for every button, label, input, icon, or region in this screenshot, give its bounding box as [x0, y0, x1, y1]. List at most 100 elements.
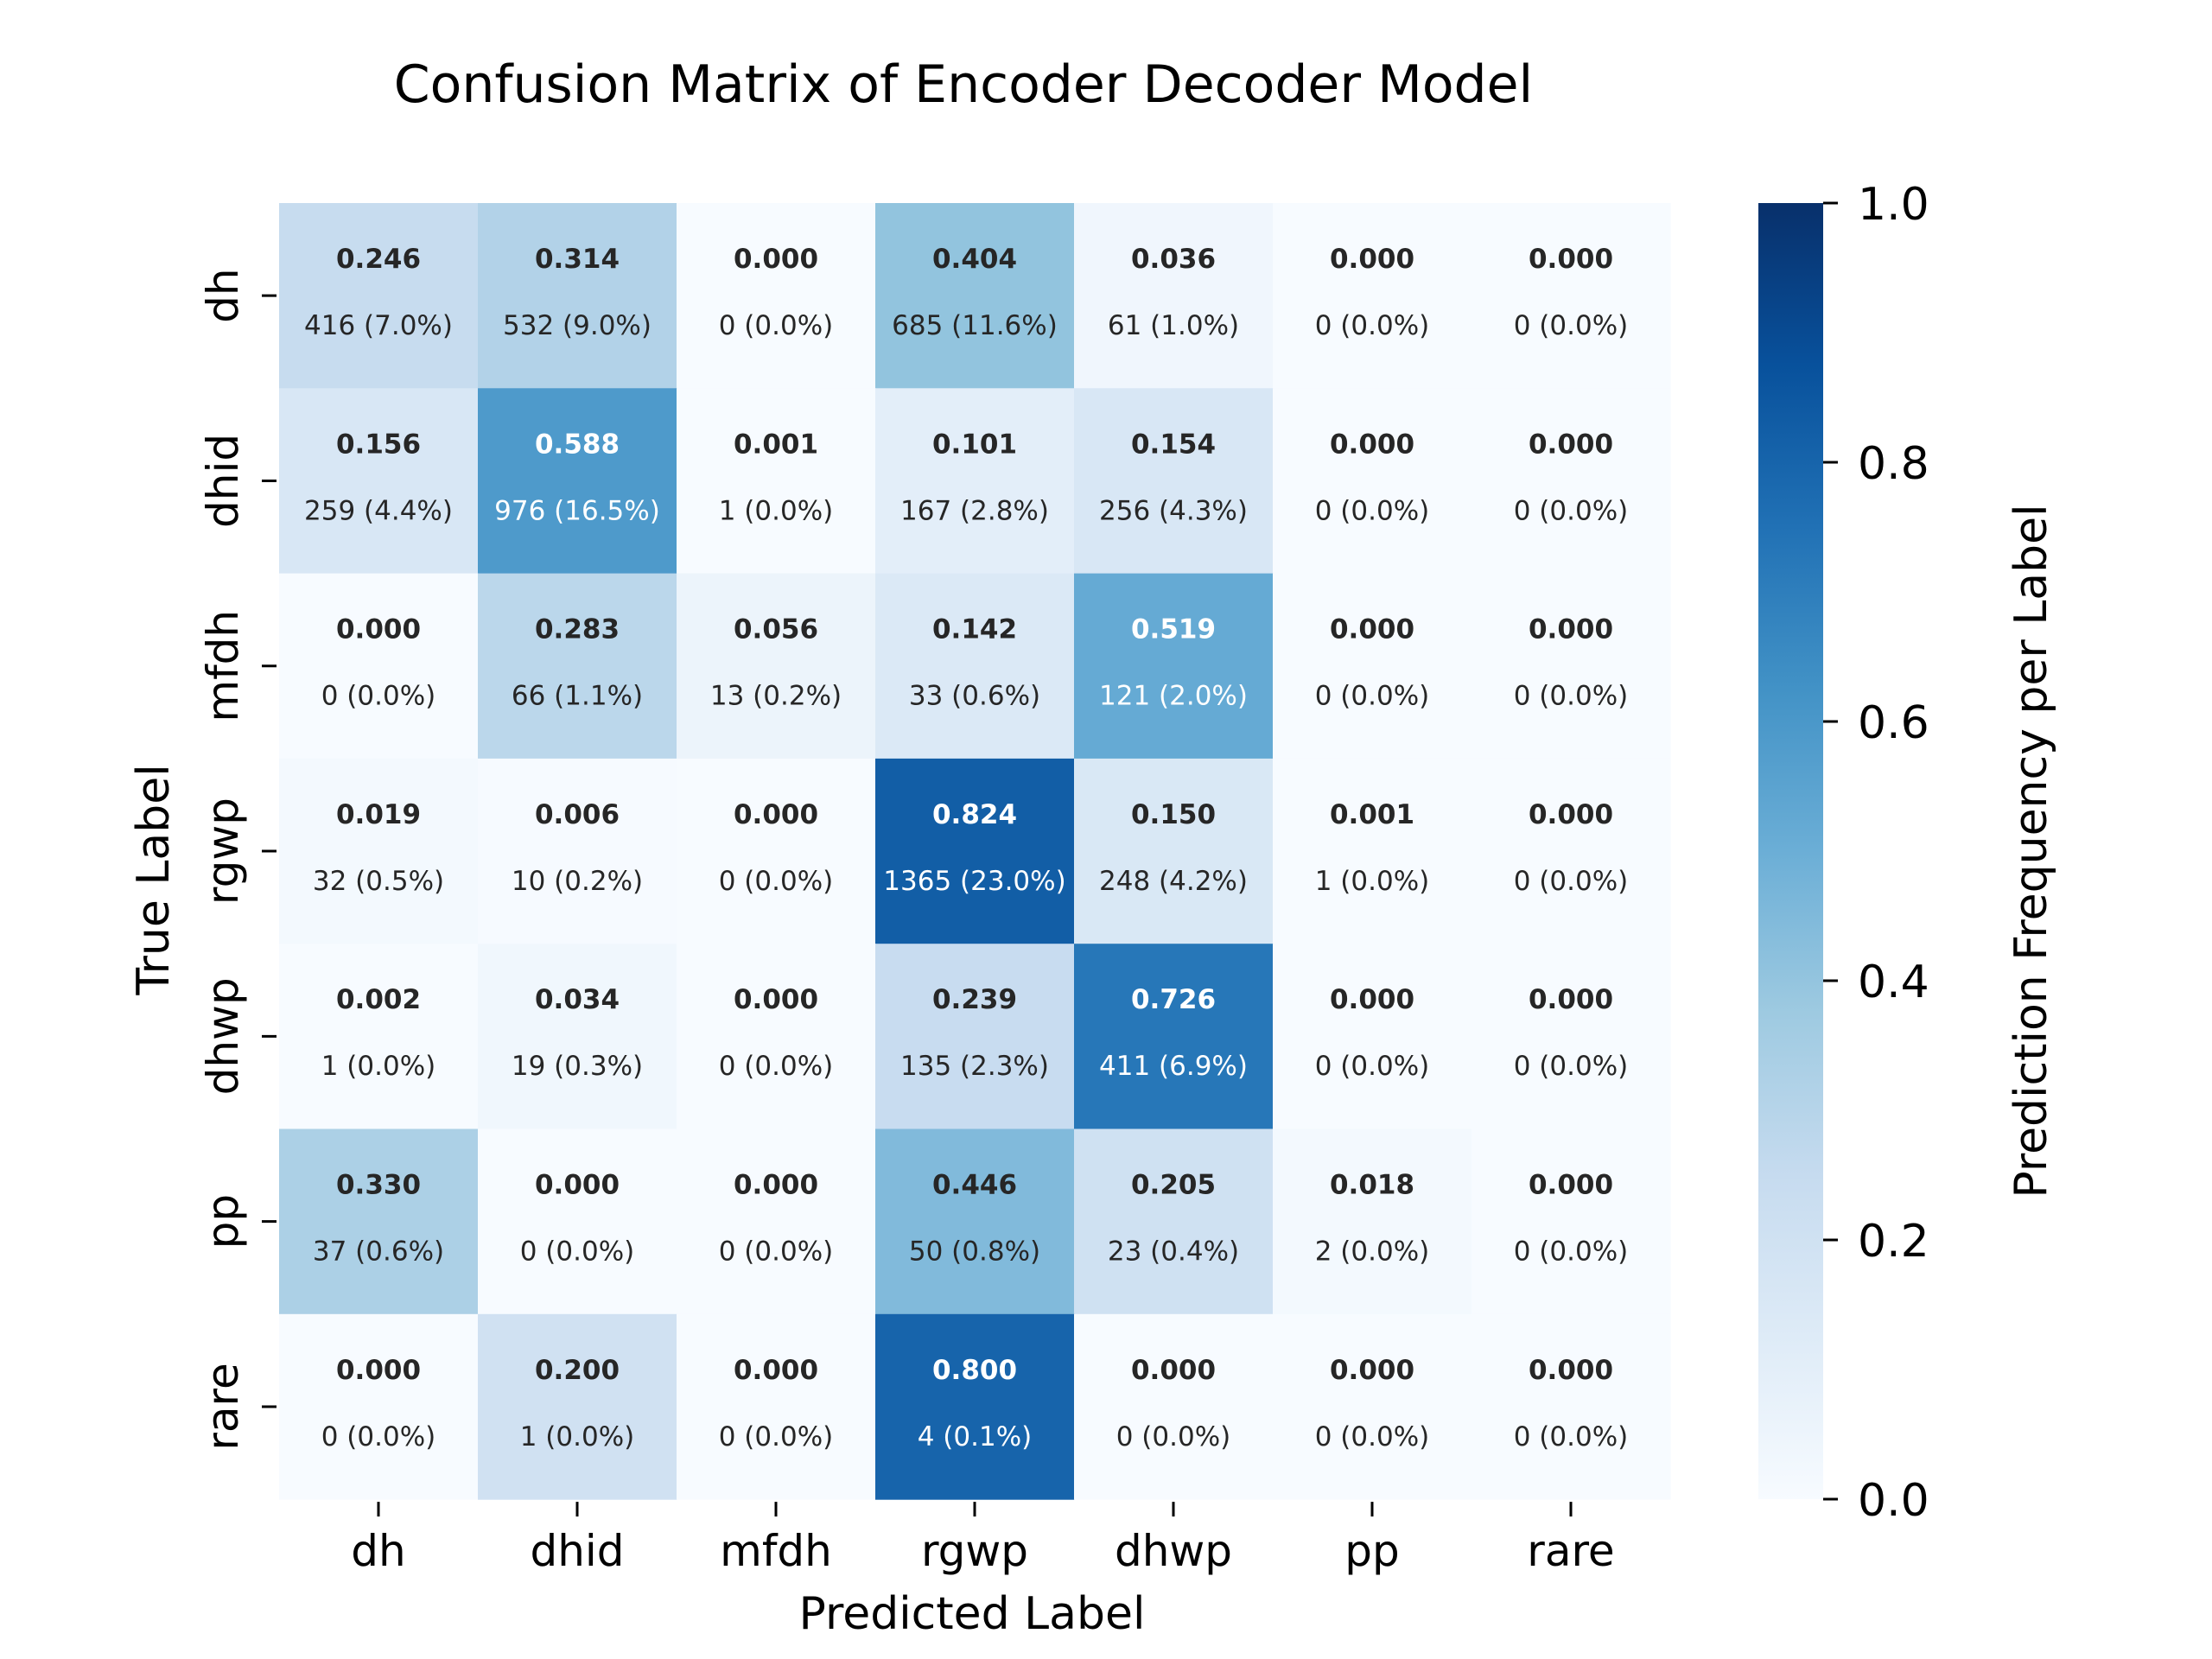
- cell-value-label: 0.000: [734, 799, 818, 830]
- cell-value-label: 0.000: [336, 1355, 421, 1386]
- cell-count-label: 0 (0.0%): [1315, 1421, 1430, 1452]
- heatmap-cell: [478, 1313, 677, 1500]
- heatmap-cell: [478, 388, 677, 575]
- heatmap-cell: [1074, 388, 1274, 575]
- colorbar-ticks: 0.0 0.2 0.4 0.6 0.8 1.0: [1823, 179, 1929, 1527]
- cell-count-label: 135 (2.3%): [900, 1051, 1049, 1082]
- cell-count-label: 61 (1.0%): [1108, 310, 1239, 341]
- heatmap-cell: [1074, 944, 1274, 1130]
- y-tick-label: dhid: [198, 434, 248, 528]
- cell-count-label: 248 (4.2%): [1099, 866, 1248, 897]
- heatmap-cell: [875, 573, 1075, 760]
- cell-value-label: 0.283: [535, 614, 620, 645]
- cell-value-label: 0.000: [1330, 429, 1414, 460]
- heatmap-cell: [279, 388, 479, 575]
- heatmap-cell: [875, 1313, 1075, 1500]
- heatmap-cell: [478, 944, 677, 1130]
- x-tick-label: rare: [1527, 1526, 1614, 1576]
- cell-count-label: 0 (0.0%): [719, 310, 834, 341]
- cell-count-label: 1 (0.0%): [321, 1051, 436, 1082]
- cell-value-label: 0.018: [1330, 1170, 1414, 1201]
- cell-value-label: 0.006: [535, 799, 620, 830]
- cell-value-label: 0.000: [336, 614, 421, 645]
- cell-value-label: 0.404: [932, 244, 1017, 275]
- cell-value-label: 0.446: [932, 1170, 1017, 1201]
- heatmap-cell: [1471, 944, 1671, 1130]
- heatmap-cell: [279, 203, 479, 389]
- cell-count-label: 685 (11.6%): [892, 310, 1058, 341]
- x-tick-label: dh: [351, 1526, 405, 1576]
- cell-value-label: 0.001: [1330, 799, 1414, 830]
- cell-value-label: 0.726: [1131, 984, 1216, 1015]
- heatmap-cell: [1471, 388, 1671, 575]
- x-tick-label: rgwp: [921, 1526, 1028, 1576]
- cell-count-label: 1365 (23.0%): [883, 866, 1065, 897]
- cell-value-label: 0.154: [1131, 429, 1216, 460]
- heatmap-cell: [875, 1128, 1075, 1315]
- y-axis-ticks: dh dhid mfdh rgwp dhwp pp rare: [198, 268, 276, 1451]
- cell-count-label: 2 (0.0%): [1315, 1236, 1430, 1268]
- cell-count-label: 0 (0.0%): [1514, 495, 1629, 526]
- cell-count-label: 0 (0.0%): [1514, 681, 1629, 712]
- cell-value-label: 0.000: [1131, 1355, 1216, 1386]
- heatmap-cell: [1471, 758, 1671, 944]
- cell-count-label: 66 (1.1%): [512, 681, 643, 712]
- cell-value-label: 0.002: [336, 984, 421, 1015]
- cell-count-label: 411 (6.9%): [1099, 1051, 1248, 1082]
- y-tick-label: dh: [198, 268, 248, 322]
- cell-count-label: 37 (0.6%): [313, 1236, 444, 1268]
- cell-value-label: 0.034: [535, 984, 620, 1015]
- cell-count-label: 0 (0.0%): [719, 1421, 834, 1452]
- heatmap-cell: [1273, 388, 1472, 575]
- cell-count-label: 0 (0.0%): [719, 866, 834, 897]
- cell-value-label: 0.001: [734, 429, 818, 460]
- colorbar-tick-label: 1.0: [1858, 179, 1929, 231]
- heatmap-cell: [1471, 1313, 1671, 1500]
- heatmap-cell: [1273, 573, 1472, 760]
- cell-count-label: 1 (0.0%): [520, 1421, 635, 1452]
- y-tick-label: rare: [198, 1363, 248, 1450]
- heatmap-cell: [677, 573, 876, 760]
- heatmap-cell: [875, 388, 1075, 575]
- heatmap-cells: 0.246 416 (7.0%) 0.314 532 (9.0%) 0.000 0 (0.…: [279, 203, 1671, 1500]
- cell-value-label: 0.205: [1131, 1170, 1216, 1201]
- cell-count-label: 0 (0.0%): [1514, 1051, 1629, 1082]
- heatmap-cell: [677, 1128, 876, 1315]
- cell-value-label: 0.239: [932, 984, 1017, 1015]
- cell-value-label: 0.824: [932, 799, 1017, 830]
- cell-count-label: 167 (2.8%): [900, 495, 1049, 526]
- heatmap-cell: [1273, 203, 1472, 389]
- cell-count-label: 23 (0.4%): [1108, 1236, 1239, 1268]
- heatmap-cell: [279, 758, 479, 944]
- cell-count-label: 33 (0.6%): [909, 681, 1040, 712]
- heatmap-cell: [478, 573, 677, 760]
- cell-value-label: 0.000: [535, 1170, 620, 1201]
- y-tick-label: pp: [198, 1194, 248, 1249]
- heatmap-cell: [279, 1128, 479, 1315]
- cell-count-label: 4 (0.1%): [918, 1421, 1033, 1452]
- heatmap-cell: [279, 1313, 479, 1500]
- cell-value-label: 0.200: [535, 1355, 620, 1386]
- colorbar-title: Prediction Frequency per Label: [2005, 504, 2057, 1198]
- cell-count-label: 19 (0.3%): [512, 1051, 643, 1082]
- cell-count-label: 0 (0.0%): [1514, 1236, 1629, 1268]
- heatmap-cell: [478, 203, 677, 389]
- colorbar-tick-label: 0.2: [1858, 1216, 1929, 1268]
- heatmap-cell: [875, 203, 1075, 389]
- cell-value-label: 0.036: [1131, 244, 1216, 275]
- cell-value-label: 0.000: [734, 244, 818, 275]
- cell-value-label: 0.000: [1330, 244, 1414, 275]
- cell-value-label: 0.156: [336, 429, 421, 460]
- cell-value-label: 0.000: [734, 1355, 818, 1386]
- cell-count-label: 0 (0.0%): [1514, 866, 1629, 897]
- cell-value-label: 0.246: [336, 244, 421, 275]
- heatmap-cell: [1273, 758, 1472, 944]
- cell-count-label: 32 (0.5%): [313, 866, 444, 897]
- cell-count-label: 532 (9.0%): [503, 310, 652, 341]
- x-axis-ticks: dh dhid mfdh rgwp dhwp pp rare: [351, 1502, 1615, 1576]
- heatmap-cell: [677, 758, 876, 944]
- y-tick-label: mfdh: [198, 610, 248, 722]
- colorbar: [1758, 203, 1823, 1499]
- heatmap-cell: [677, 1313, 876, 1500]
